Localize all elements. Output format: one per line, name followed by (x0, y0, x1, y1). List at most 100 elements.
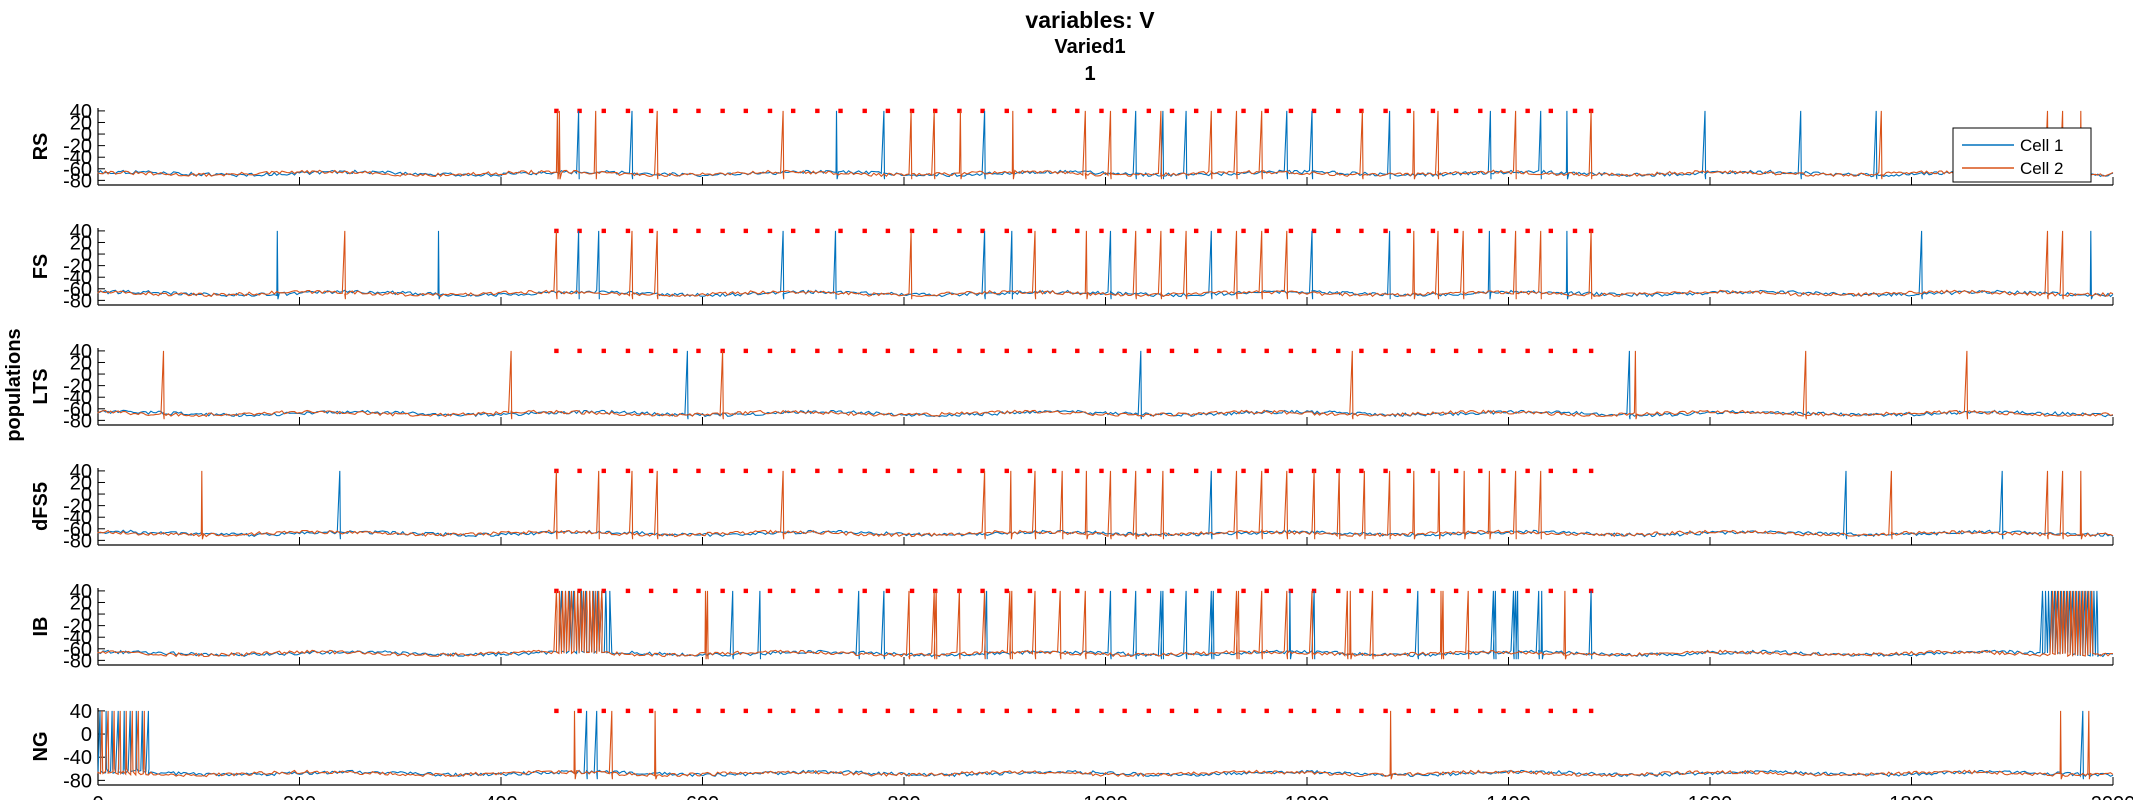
spike-marker (625, 468, 631, 474)
spike-marker (1478, 228, 1483, 234)
spike-marker (1264, 588, 1269, 594)
x-tick-label: 0 (92, 793, 103, 800)
spike-marker (577, 588, 582, 594)
spike-marker (1146, 708, 1152, 714)
y-tick-label: 20 (70, 472, 92, 494)
spike-marker (790, 228, 796, 234)
x-tick-label: 2000 (2091, 793, 2133, 800)
spike-marker (1241, 348, 1246, 354)
spike-marker (1383, 228, 1388, 234)
spike-marker (743, 588, 749, 594)
spike-marker (885, 708, 891, 714)
y-tick-label: -80 (63, 290, 92, 312)
x-tick-label: 1000 (1083, 793, 1128, 800)
spike-marker (767, 228, 773, 234)
spike-marker (1548, 108, 1554, 114)
y-tick-label: 20 (70, 352, 92, 374)
spike-marker (1525, 108, 1530, 114)
spike-marker (1478, 108, 1483, 114)
y-tick-label: -80 (63, 650, 92, 672)
spike-marker (1588, 468, 1594, 474)
spike-marker (1264, 228, 1269, 234)
spike-marker (862, 468, 867, 474)
y-tick-label: -80 (63, 170, 92, 192)
spike-marker (1406, 348, 1411, 354)
spike-marker (720, 468, 725, 474)
spike-marker (1478, 468, 1483, 474)
spike-marker (1359, 348, 1364, 354)
x-tick-label: 1200 (1285, 793, 1330, 800)
y-tick-label: 0 (81, 724, 92, 746)
spike-marker (1336, 348, 1341, 354)
x-tick-labels: 0 200 400 600 800 1000 1200 1400 1600 1800 2000 (92, 793, 2133, 800)
y-tick-label: -20 (63, 376, 92, 398)
chart-title: variables: V (1025, 7, 1155, 33)
trace-cell2 (97, 110, 2114, 180)
spike-marker (1548, 708, 1554, 714)
spike-marker (1572, 468, 1578, 474)
y-tick-label: -40 (63, 387, 92, 409)
y-tick-label: 40 (70, 221, 92, 243)
spike-marker (1099, 708, 1104, 714)
spike-marker (1572, 588, 1578, 594)
x-tick-label: 800 (887, 793, 920, 800)
spike-marker (1288, 468, 1294, 474)
legend: Cell 1 Cell 2 (1952, 127, 2092, 183)
spike-marker (1146, 468, 1152, 474)
spike-marker (1122, 228, 1127, 234)
spike-marker (885, 228, 891, 234)
spike-marker (1193, 708, 1199, 714)
spike-marker (1336, 108, 1341, 114)
spike-marker (1478, 348, 1483, 354)
spike-marker (1027, 588, 1033, 594)
spike-marker (815, 348, 820, 354)
y-tick-label: -20 (63, 496, 92, 518)
spike-marker (1169, 228, 1175, 234)
spike-marker (1525, 588, 1530, 594)
spike-marker (767, 108, 773, 114)
spike-marker (980, 108, 985, 114)
spike-marker (1146, 348, 1152, 354)
spike-marker (862, 708, 867, 714)
spike-marker (1311, 228, 1317, 234)
spike-marker (885, 108, 891, 114)
panel-label-fs: FS (30, 254, 52, 280)
spike-marker (862, 228, 867, 234)
spike-marker (1430, 228, 1436, 234)
y-tick-label: -60 (63, 399, 92, 421)
spike-marker (577, 468, 582, 474)
spike-marker (1406, 108, 1411, 114)
spike-marker (1288, 348, 1294, 354)
panel-label-ng: NG (30, 732, 52, 762)
spike-marker (1099, 348, 1104, 354)
spike-marker (1383, 708, 1388, 714)
legend-box (1952, 127, 2092, 183)
spike-marker (1169, 468, 1175, 474)
spike-marker (696, 708, 701, 714)
spike-marker (1122, 588, 1127, 594)
spike-marker (1169, 708, 1175, 714)
spike-marker (1146, 588, 1152, 594)
spike-marker (1430, 468, 1436, 474)
trace-cell1 (97, 590, 2114, 660)
spike-marker (577, 108, 582, 114)
spike-marker (1217, 108, 1222, 114)
y-tick-label: -60 (63, 639, 92, 661)
spike-marker (1406, 708, 1411, 714)
spike-marker (980, 348, 985, 354)
spike-marker (1406, 468, 1411, 474)
spike-marker (1311, 108, 1317, 114)
spike-marker (933, 108, 938, 114)
spike-marker (625, 228, 631, 234)
spike-marker (1027, 468, 1033, 474)
spike-marker (885, 468, 891, 474)
spike-marker (673, 468, 678, 474)
spike-marker (1430, 348, 1436, 354)
spike-marker (933, 228, 938, 234)
spike-marker (933, 348, 938, 354)
spike-marker (1075, 108, 1080, 114)
spike-marker (625, 588, 631, 594)
spike-marker (720, 228, 725, 234)
